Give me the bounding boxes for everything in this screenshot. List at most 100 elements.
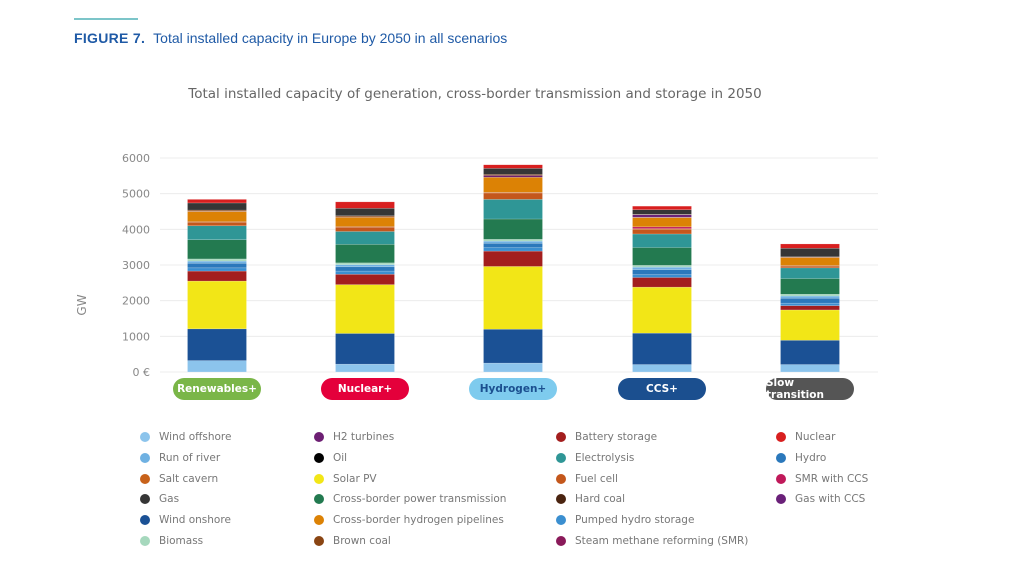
scenario-label: Renewables+ bbox=[173, 378, 261, 400]
bar-segment bbox=[780, 293, 840, 297]
bar-segment bbox=[632, 205, 692, 210]
bar-segment bbox=[335, 244, 395, 264]
bar-segment bbox=[483, 218, 543, 240]
bar-segment bbox=[483, 199, 543, 220]
legend-label: Wind offshore bbox=[159, 431, 232, 443]
y-tick-label: 0 € bbox=[133, 366, 151, 379]
legend-item: Cross-border hydrogen pipelines bbox=[314, 514, 504, 526]
legend-swatch bbox=[776, 432, 786, 442]
legend-item: Hard coal bbox=[556, 493, 625, 505]
bar-segment bbox=[483, 266, 543, 330]
legend-item: Solar PV bbox=[314, 473, 377, 485]
legend-label: Steam methane reforming (SMR) bbox=[575, 535, 749, 547]
y-tick-label: 1000 bbox=[122, 330, 150, 343]
legend-label: Solar PV bbox=[333, 472, 377, 485]
bar-segment bbox=[335, 208, 395, 217]
bar-segment bbox=[187, 328, 247, 361]
legend-item: Gas with CCS bbox=[776, 493, 865, 505]
bar-segment bbox=[187, 202, 247, 211]
bar-segment bbox=[335, 363, 395, 373]
legend-label: Run of river bbox=[159, 451, 221, 464]
legend-item: Wind offshore bbox=[140, 431, 231, 443]
bar-segment bbox=[483, 250, 543, 267]
bar-segment bbox=[335, 216, 395, 227]
legend-swatch bbox=[556, 473, 566, 484]
bar-segment bbox=[187, 360, 247, 373]
bar-segment bbox=[483, 164, 543, 169]
legend-swatch bbox=[776, 452, 786, 463]
bar-segment bbox=[483, 177, 543, 193]
bar-segment bbox=[632, 265, 692, 268]
legend-item: SMR with CCS bbox=[776, 473, 868, 485]
bar-segment bbox=[780, 243, 840, 249]
bar-segment bbox=[780, 278, 840, 295]
legend-label: Brown coal bbox=[333, 535, 391, 547]
y-tick-label: 3000 bbox=[122, 259, 150, 272]
bar-segment bbox=[632, 269, 692, 275]
bar-segment bbox=[483, 247, 543, 252]
figure-rule bbox=[74, 18, 138, 20]
bar-segment bbox=[335, 201, 395, 209]
legend-item: Pumped hydro storage bbox=[556, 514, 694, 526]
bar-segment bbox=[187, 221, 247, 227]
bar-segment bbox=[632, 247, 692, 266]
bar-segment bbox=[632, 233, 692, 248]
legend-label: Cross-border power transmission bbox=[333, 493, 507, 506]
bar-segment bbox=[632, 274, 692, 278]
legend-item: Brown coal bbox=[314, 535, 391, 547]
legend-swatch bbox=[314, 432, 324, 442]
legend-label: Biomass bbox=[159, 535, 204, 547]
bar-segment bbox=[335, 226, 395, 232]
bar-segment bbox=[187, 262, 247, 269]
bar-segment bbox=[483, 192, 543, 200]
bar-segment bbox=[780, 267, 840, 279]
legend-swatch bbox=[140, 473, 150, 484]
legend-item: Biomass bbox=[140, 535, 203, 547]
legend-label: SMR with CCS bbox=[795, 472, 869, 485]
scenario-label: CCS+ bbox=[618, 378, 706, 400]
legend-swatch bbox=[314, 452, 324, 463]
bar-segment bbox=[483, 362, 543, 373]
legend-label: Gas with CCS bbox=[795, 493, 866, 506]
legend-swatch bbox=[776, 473, 786, 484]
bar-segment bbox=[632, 332, 692, 365]
bar-segment bbox=[632, 286, 692, 334]
legend-swatch bbox=[776, 494, 786, 505]
bar-segment bbox=[780, 265, 840, 269]
bar-segment bbox=[187, 267, 247, 272]
bar-segment bbox=[483, 191, 543, 194]
bar-segment bbox=[335, 333, 395, 365]
bar-segment bbox=[632, 364, 692, 373]
bar-segment bbox=[335, 231, 395, 245]
bar-segment bbox=[187, 225, 247, 240]
bar-segment bbox=[335, 264, 395, 268]
legend-swatch bbox=[140, 452, 150, 463]
bar-segment bbox=[483, 239, 543, 242]
legend-item: Steam methane reforming (SMR) bbox=[556, 535, 748, 547]
bar-segment bbox=[187, 211, 247, 222]
legend-label: Gas bbox=[159, 493, 180, 506]
bar-segment bbox=[780, 297, 840, 304]
legend-swatch bbox=[140, 432, 150, 442]
bar-segment bbox=[632, 229, 692, 235]
bar-segment bbox=[780, 247, 840, 258]
legend-label: Nuclear bbox=[795, 431, 836, 443]
bar-segment bbox=[187, 199, 247, 204]
legend-label: Pumped hydro storage bbox=[575, 514, 695, 527]
bar-segment bbox=[335, 266, 395, 272]
bar-segment bbox=[187, 280, 247, 330]
bar-segment bbox=[632, 217, 692, 228]
bar-segment bbox=[780, 305, 840, 311]
y-tick-label: 2000 bbox=[122, 295, 150, 308]
bar-segment bbox=[187, 260, 247, 264]
bar-segment bbox=[780, 257, 840, 266]
bar-segment bbox=[780, 309, 840, 341]
bar-segment bbox=[632, 277, 692, 288]
bar-segment bbox=[187, 258, 247, 262]
scenario-label: Slow transition bbox=[766, 377, 854, 401]
bar-segment bbox=[483, 168, 543, 175]
bar-segment bbox=[632, 209, 692, 215]
legend-swatch bbox=[556, 515, 566, 526]
legend-swatch bbox=[556, 494, 566, 505]
legend-label: Electrolysis bbox=[575, 451, 635, 464]
